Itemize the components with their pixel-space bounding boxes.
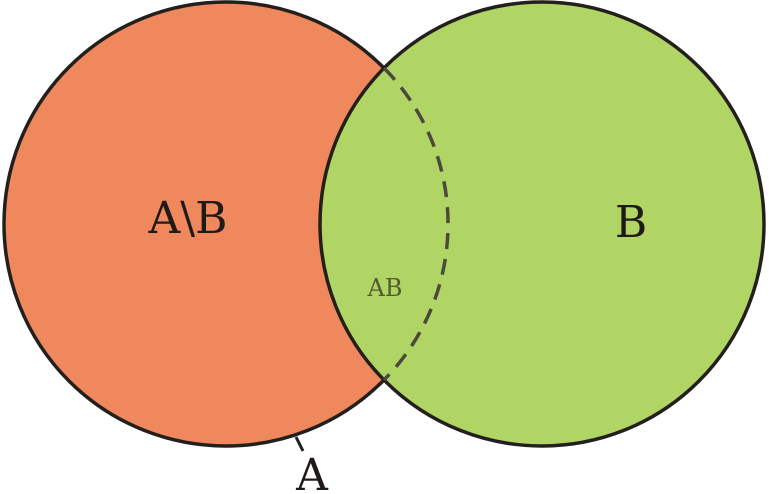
label-b: B (615, 197, 647, 248)
label-a: A (295, 450, 329, 494)
label-a-minus-b: A\B (148, 193, 228, 244)
label-a-leader-line (294, 436, 305, 452)
set-b-circle (318, 0, 766, 448)
label-intersection: AB (367, 274, 403, 302)
intersection-boundary-dashed-arc (382, 66, 450, 382)
